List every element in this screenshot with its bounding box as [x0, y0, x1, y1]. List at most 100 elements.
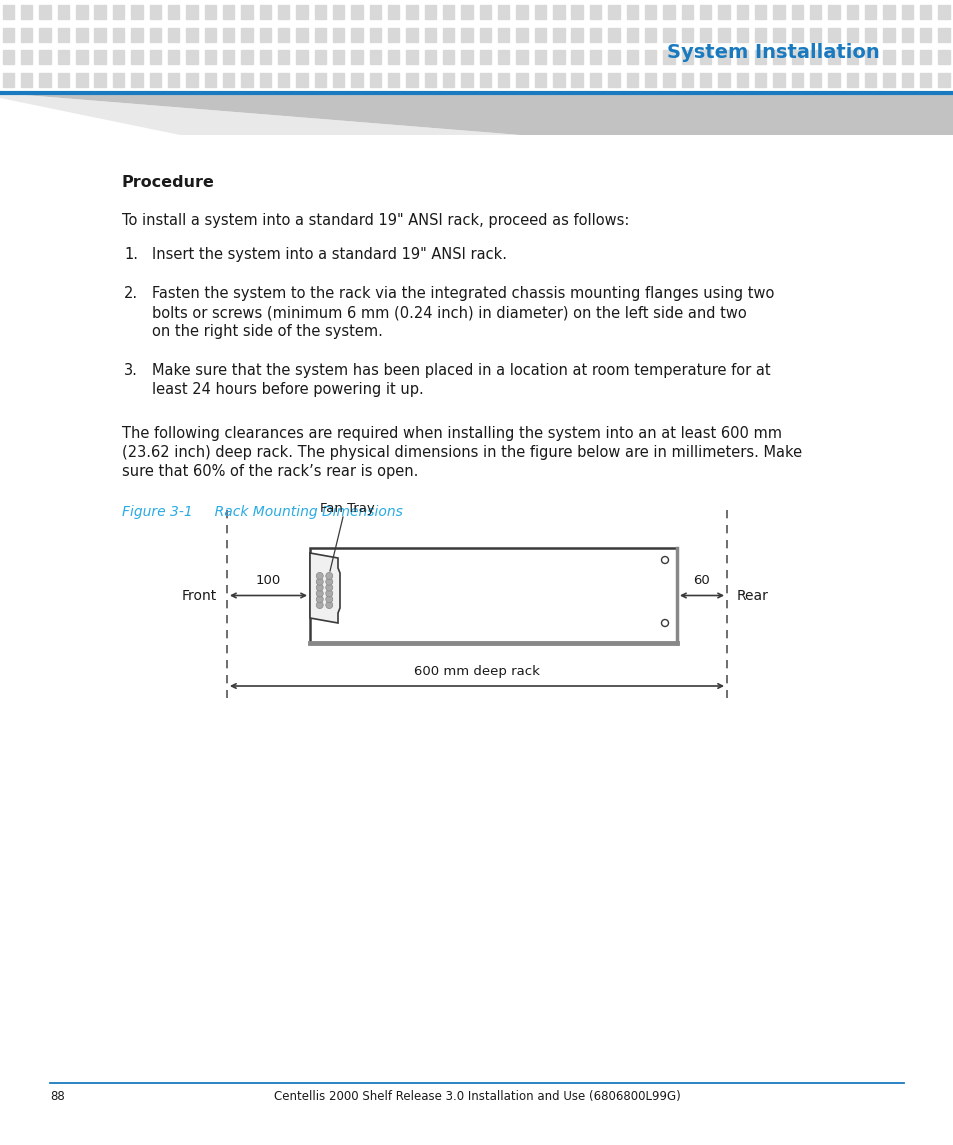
Bar	[223, 50, 234, 64]
Circle shape	[325, 584, 333, 591]
Bar	[112, 6, 124, 19]
Bar	[333, 27, 344, 41]
Circle shape	[315, 578, 323, 585]
Bar	[58, 72, 69, 87]
Text: Fan Tray: Fan Tray	[319, 502, 375, 515]
Text: 2.: 2.	[124, 286, 138, 301]
Text: Figure 3-1     Rack Mounting Dimensions: Figure 3-1 Rack Mounting Dimensions	[122, 505, 402, 519]
Bar	[39, 50, 51, 64]
Bar	[644, 6, 656, 19]
Bar	[351, 6, 362, 19]
Bar	[626, 27, 638, 41]
Circle shape	[325, 578, 333, 585]
Bar	[827, 6, 839, 19]
Bar	[131, 50, 142, 64]
Bar	[241, 27, 253, 41]
Bar	[736, 6, 747, 19]
Bar	[700, 50, 711, 64]
Text: 88: 88	[50, 1090, 65, 1103]
Text: Fasten the system to the rack via the integrated chassis mounting flanges using : Fasten the system to the rack via the in…	[152, 286, 774, 301]
Bar	[94, 27, 106, 41]
Bar	[186, 27, 197, 41]
Text: 3.: 3.	[124, 363, 138, 378]
Bar	[736, 27, 747, 41]
Text: Make sure that the system has been placed in a location at room temperature for : Make sure that the system has been place…	[152, 363, 770, 378]
Bar	[662, 6, 674, 19]
Bar	[351, 27, 362, 41]
Bar	[773, 50, 783, 64]
Bar	[351, 72, 362, 87]
Bar	[718, 50, 729, 64]
Bar	[39, 72, 51, 87]
Bar	[479, 72, 491, 87]
Bar	[406, 27, 417, 41]
Bar	[150, 50, 161, 64]
Bar	[882, 27, 894, 41]
Bar	[424, 27, 436, 41]
Bar	[827, 50, 839, 64]
Bar	[535, 72, 545, 87]
Bar	[424, 72, 436, 87]
Text: Insert the system into a standard 19" ANSI rack.: Insert the system into a standard 19" AN…	[152, 247, 506, 262]
Circle shape	[315, 590, 323, 597]
Bar	[553, 72, 564, 87]
Bar	[369, 50, 380, 64]
Bar	[259, 6, 271, 19]
Bar	[388, 6, 399, 19]
Bar	[259, 27, 271, 41]
Bar	[497, 6, 509, 19]
Text: (23.62 inch) deep rack. The physical dimensions in the figure below are in milli: (23.62 inch) deep rack. The physical dim…	[122, 445, 801, 460]
Text: 600 mm deep rack: 600 mm deep rack	[414, 665, 539, 678]
Bar	[516, 6, 527, 19]
Bar	[388, 50, 399, 64]
Bar	[754, 72, 765, 87]
Bar	[204, 72, 215, 87]
Bar	[186, 50, 197, 64]
Bar	[662, 72, 674, 87]
Bar	[662, 27, 674, 41]
Text: 1.: 1.	[124, 247, 138, 262]
Bar	[718, 27, 729, 41]
Text: least 24 hours before powering it up.: least 24 hours before powering it up.	[152, 382, 423, 397]
Bar	[94, 72, 106, 87]
Bar	[333, 72, 344, 87]
Bar	[296, 72, 307, 87]
Bar	[314, 27, 326, 41]
Text: sure that 60% of the rack’s rear is open.: sure that 60% of the rack’s rear is open…	[122, 464, 418, 479]
Text: Centellis 2000 Shelf Release 3.0 Installation and Use (6806800L99G): Centellis 2000 Shelf Release 3.0 Install…	[274, 1090, 679, 1103]
Circle shape	[325, 595, 333, 602]
Bar	[241, 72, 253, 87]
Bar	[204, 50, 215, 64]
Bar	[21, 50, 32, 64]
Bar	[571, 50, 582, 64]
Bar	[791, 50, 802, 64]
Bar	[3, 72, 14, 87]
Bar	[680, 50, 692, 64]
Bar	[882, 72, 894, 87]
Bar	[919, 50, 930, 64]
Bar	[150, 6, 161, 19]
Bar	[497, 27, 509, 41]
Bar	[333, 6, 344, 19]
Bar	[553, 6, 564, 19]
Bar	[718, 6, 729, 19]
Bar	[369, 72, 380, 87]
Bar	[535, 50, 545, 64]
Bar	[442, 50, 454, 64]
Bar	[589, 6, 600, 19]
Bar	[58, 6, 69, 19]
Bar	[680, 72, 692, 87]
Bar	[809, 72, 821, 87]
Bar	[773, 6, 783, 19]
Bar	[58, 50, 69, 64]
Bar	[607, 6, 618, 19]
Bar	[882, 6, 894, 19]
Bar	[700, 72, 711, 87]
Bar	[845, 72, 857, 87]
Bar	[644, 72, 656, 87]
Bar	[516, 27, 527, 41]
Bar	[21, 27, 32, 41]
Bar	[3, 50, 14, 64]
Bar	[39, 27, 51, 41]
Text: To install a system into a standard 19" ANSI rack, proceed as follows:: To install a system into a standard 19" …	[122, 213, 629, 228]
